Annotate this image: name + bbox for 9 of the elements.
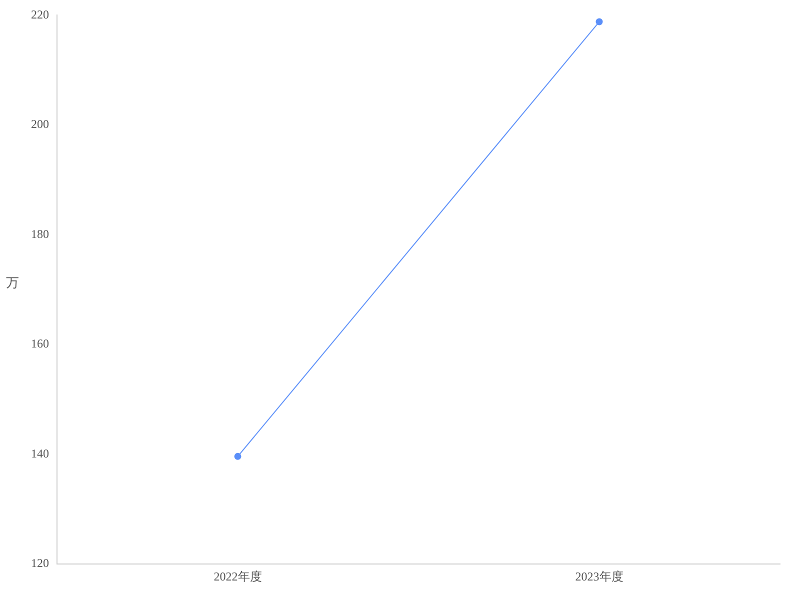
y-tick-label: 160	[31, 336, 49, 351]
y-tick-label: 140	[31, 446, 49, 460]
y-tick-label: 120	[31, 556, 49, 570]
y-tick-label: 200	[31, 117, 49, 132]
x-tick-label: 2022年度	[214, 569, 262, 584]
y-axis-title: 万	[6, 274, 19, 292]
y-tick-label: 220	[31, 7, 49, 22]
x-tick-label: 2023年度	[575, 569, 624, 584]
y-tick-label: 180	[31, 226, 49, 241]
